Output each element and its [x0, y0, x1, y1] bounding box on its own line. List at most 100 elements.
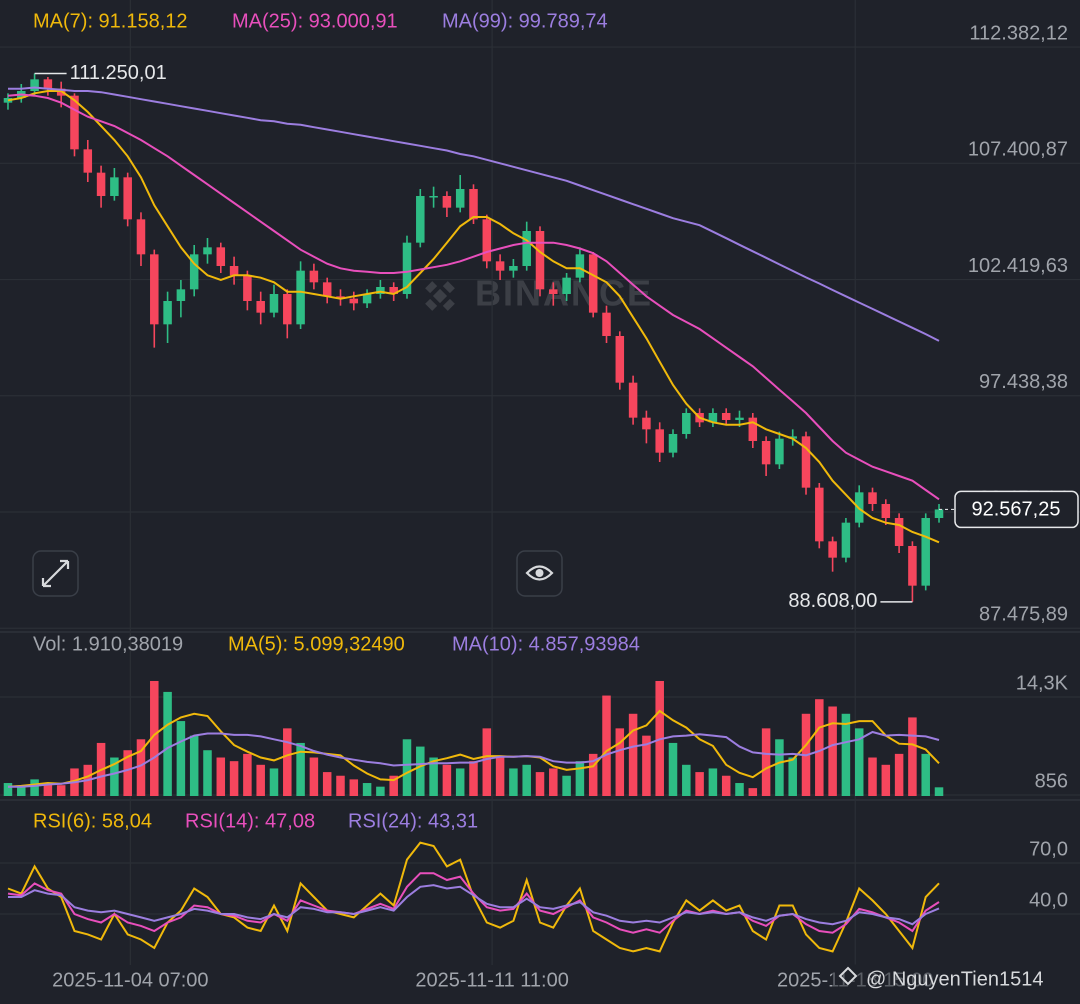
candle-body — [828, 541, 837, 558]
last-price-label: 92.567,25 — [972, 499, 1061, 521]
volume-bar — [442, 764, 452, 796]
candle-body — [389, 287, 398, 294]
legend-entry: RSI(14): 47,08 — [185, 810, 315, 832]
candle-body — [588, 254, 598, 313]
volume-bar — [336, 775, 345, 796]
volume-bar — [376, 786, 385, 796]
y-tick-label: 112.382,12 — [969, 22, 1068, 44]
candle-body — [123, 177, 132, 220]
candle-body — [815, 487, 824, 542]
volume-bar — [402, 739, 412, 796]
candle-body — [455, 189, 465, 208]
indicator-line — [7, 93, 940, 501]
candle-body — [841, 522, 851, 558]
candle-body — [575, 254, 585, 278]
volume-bar — [482, 728, 492, 796]
volume-bar — [455, 768, 465, 796]
footer-watermark: @ NguyenTien1514 — [832, 964, 1080, 996]
volume-bar — [429, 757, 438, 796]
candle-body — [136, 219, 146, 255]
y-tick-label: 97.438,38 — [979, 371, 1068, 393]
candle-body — [748, 417, 758, 441]
volume-title: Vol: 1.910,38019 — [33, 633, 183, 655]
volume-bar — [522, 764, 531, 796]
candle-body — [309, 270, 319, 283]
volume-bar — [642, 735, 651, 796]
x-tick-label: 2025-11-04 07:00 — [52, 969, 208, 991]
volume-bar — [868, 757, 877, 796]
candle-body — [283, 294, 292, 325]
candle-body — [522, 231, 531, 266]
y-tick-label: 856 — [1035, 770, 1068, 792]
volume-bar — [256, 764, 265, 796]
volume-bar — [748, 788, 758, 796]
candle-body — [775, 438, 784, 465]
candle-body — [429, 196, 438, 198]
last-price-box — [954, 490, 1079, 529]
volume-bar — [602, 695, 611, 796]
volume-bar — [775, 739, 784, 796]
volume-bar — [322, 772, 332, 796]
candle-body — [349, 298, 359, 304]
candle-body — [761, 441, 771, 465]
volume-bar — [854, 728, 864, 796]
candle-body — [934, 509, 944, 518]
candle-body — [402, 242, 412, 294]
volume-bar — [150, 680, 159, 796]
volume-bar — [163, 691, 172, 796]
footer-text: @ NguyenTien1514 — [866, 968, 1043, 990]
y-tick-label: 14,3K — [1016, 672, 1069, 694]
candle-body — [269, 294, 279, 313]
candle-body — [868, 492, 877, 504]
candle-body — [562, 277, 571, 294]
volume-bar — [788, 757, 797, 796]
candle-body — [442, 196, 452, 208]
volume-bar — [881, 764, 891, 796]
candle-body — [336, 296, 345, 299]
volume-bar — [229, 761, 239, 796]
volume-bar — [56, 785, 66, 796]
candle-body — [642, 417, 651, 430]
volume-bar — [189, 735, 199, 796]
volume-bar — [309, 757, 319, 796]
volume-bar — [735, 783, 744, 796]
candle-body — [615, 336, 625, 383]
legend-entry: MA(5): 5.099,32490 — [228, 633, 405, 655]
volume-bar — [362, 783, 372, 796]
indicator-line — [7, 90, 940, 544]
candle-body — [376, 287, 385, 294]
candle-body — [655, 429, 664, 453]
candle-body — [83, 149, 93, 173]
candle-body — [509, 266, 518, 271]
volume-bar — [495, 757, 505, 796]
volume-bar — [562, 775, 571, 796]
candle-body — [43, 79, 53, 89]
candle-body — [469, 189, 478, 220]
legend-entry: MA(7): 91.158,12 — [33, 10, 188, 32]
volume-bar — [389, 775, 398, 796]
candle-body — [229, 266, 239, 276]
volume-bar — [136, 739, 146, 796]
candle-body — [322, 282, 332, 297]
volume-bar — [110, 757, 119, 796]
volume-bar — [509, 768, 518, 796]
visibility-button[interactable] — [516, 550, 563, 597]
candle-body — [110, 177, 119, 196]
candle-body — [682, 413, 691, 434]
legend-entry: MA(10): 4.857,93984 — [452, 633, 640, 655]
volume-bar — [615, 728, 625, 796]
candle-body — [921, 518, 930, 586]
indicator-line — [8, 86, 940, 342]
volume-bar — [283, 728, 292, 796]
candle-body — [735, 417, 744, 420]
candle-body — [96, 172, 106, 196]
candle-body — [176, 289, 186, 301]
volume-bar — [668, 742, 678, 796]
volume-bar — [934, 787, 944, 796]
candle-body — [203, 247, 212, 255]
volume-bar — [17, 786, 26, 796]
expand-button[interactable] — [32, 550, 79, 597]
volume-bar — [216, 757, 226, 796]
volume-bar — [628, 713, 638, 796]
